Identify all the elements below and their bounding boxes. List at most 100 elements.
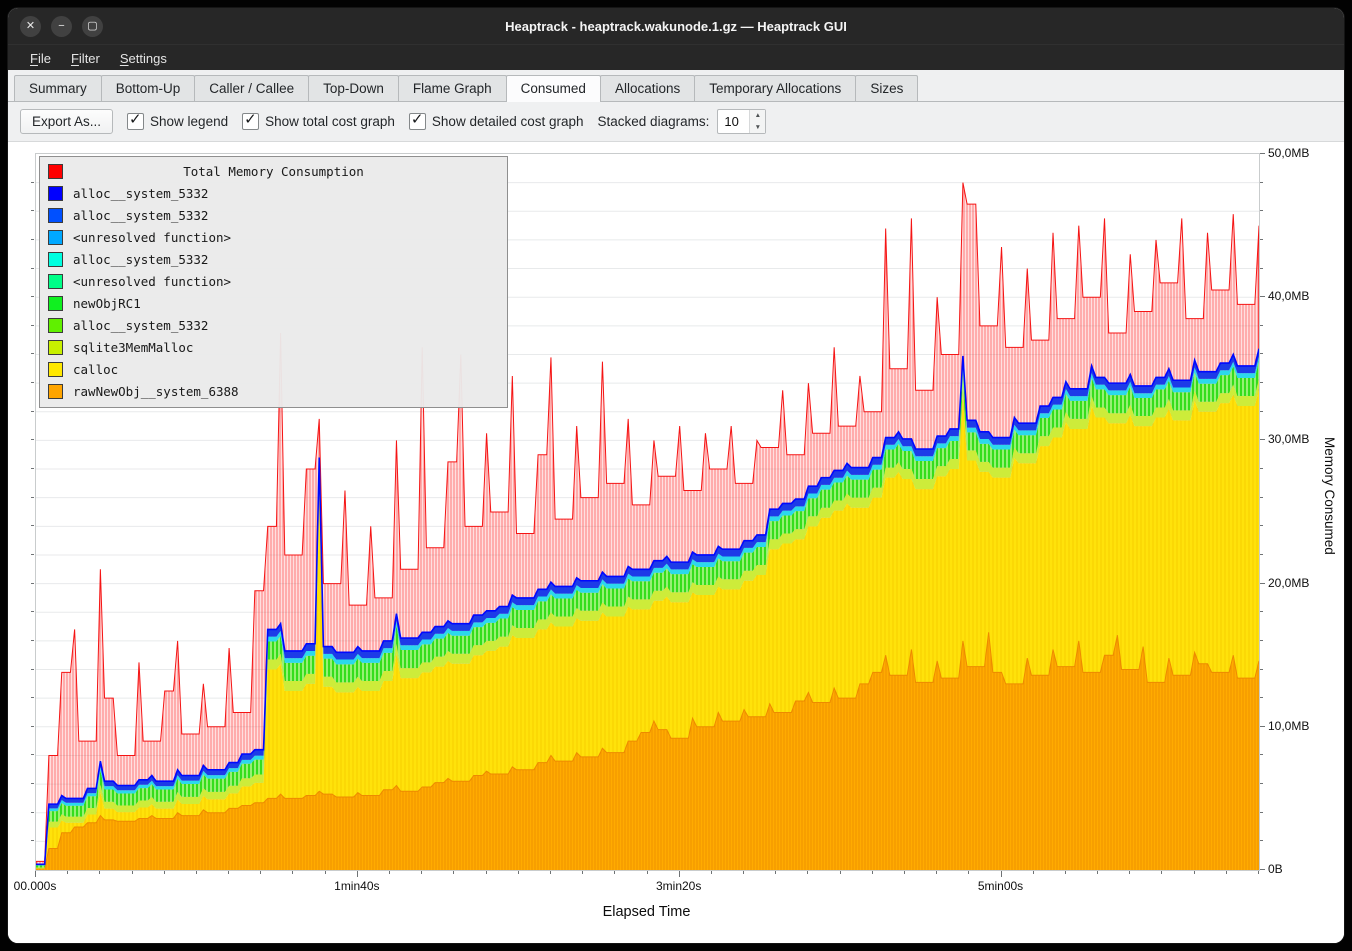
y-tick xyxy=(1260,869,1265,870)
y-minor-tick xyxy=(1260,553,1263,555)
x-tick xyxy=(228,871,230,874)
x-tick xyxy=(1097,871,1099,874)
y-minor-tick xyxy=(31,496,34,498)
maximize-button[interactable]: ▢ xyxy=(82,15,103,37)
close-button[interactable]: ✕ xyxy=(20,15,41,37)
legend-item-label: alloc__system_5332 xyxy=(73,251,209,267)
y-minor-tick xyxy=(1260,238,1263,240)
legend-item-label: sqlite3MemMalloc xyxy=(73,339,194,355)
legend-item-label: rawNewObj__system_6388 xyxy=(73,383,239,399)
check-icon: ✓ xyxy=(410,111,424,128)
y-axis-label: 10,0MB xyxy=(1268,718,1310,733)
y-minor-tick xyxy=(1260,382,1263,384)
menu-filter[interactable]: Filter xyxy=(70,50,100,66)
y-minor-tick xyxy=(31,611,34,613)
legend-item-label: calloc xyxy=(73,361,119,377)
spin-up-icon: ▲ xyxy=(754,112,762,120)
checkbox-show-total-cost-graph[interactable]: ✓ Show total cost graph xyxy=(242,111,395,130)
stack-top-outline xyxy=(36,348,1259,866)
y-minor-tick xyxy=(1260,725,1263,727)
legend-color-swatch xyxy=(48,339,63,355)
legend-item-label: alloc__system_5332 xyxy=(73,317,209,333)
y-minor-tick xyxy=(31,811,34,813)
tab-bottom-up[interactable]: Bottom-Up xyxy=(100,75,196,101)
x-tick xyxy=(646,871,648,874)
memory-consumption-chart xyxy=(36,182,1259,870)
y-axis-label: 50,0MB xyxy=(1268,146,1310,160)
y-minor-tick xyxy=(31,725,34,727)
legend-color-swatch xyxy=(48,229,63,245)
x-tick xyxy=(710,871,712,874)
y-minor-tick xyxy=(1260,611,1263,613)
tabbar: Summary Bottom-Up Caller / Callee Top-Down F… xyxy=(8,70,1344,102)
menu-file[interactable]: File xyxy=(30,50,51,66)
spin-down-button[interactable]: ▼ xyxy=(750,121,766,133)
toolbar: Export As... ✓ Show legend ✓ Show total cos… xyxy=(8,102,1344,141)
chart-panel: Total Memory Consumption alloc__system_53… xyxy=(8,141,1344,943)
legend-item: newObjRC1 xyxy=(40,292,507,314)
tab-top-down[interactable]: Top-Down xyxy=(308,75,399,101)
x-tick xyxy=(903,871,905,874)
export-as-button[interactable]: Export As... xyxy=(20,109,114,134)
legend-item: calloc xyxy=(40,358,507,380)
tab-caller-callee[interactable]: Caller / Callee xyxy=(194,75,310,101)
x-tick xyxy=(1129,871,1131,874)
close-icon: ✕ xyxy=(25,19,36,32)
x-tick xyxy=(678,871,680,877)
tab-flame-graph[interactable]: Flame Graph xyxy=(397,75,507,101)
y-axis-label: 40,0MB xyxy=(1268,289,1310,304)
y-minor-tick xyxy=(31,553,34,555)
y-minor-tick xyxy=(31,697,34,699)
y-minor-tick xyxy=(31,353,34,355)
legend-color-swatch xyxy=(48,251,63,267)
y-minor-tick xyxy=(1260,181,1263,183)
checkbox-show-legend[interactable]: ✓ Show legend xyxy=(127,111,228,130)
chart-plot-area[interactable]: Total Memory Consumption alloc__system_53… xyxy=(35,153,1260,871)
minimize-button[interactable]: − xyxy=(51,15,72,37)
window-controls: ✕ − ▢ xyxy=(20,8,103,44)
tab-summary[interactable]: Summary xyxy=(14,75,102,101)
legend-item: alloc__system_5332 xyxy=(40,182,507,204)
stacked-diagrams-value: 10 xyxy=(724,114,739,129)
tab-temporary-allocations[interactable]: Temporary Allocations xyxy=(694,75,857,101)
y-minor-tick xyxy=(1260,639,1263,641)
legend-color-swatch xyxy=(48,163,63,179)
x-tick xyxy=(1000,871,1002,877)
checkbox-show-detailed-cost-graph[interactable]: ✓ Show detailed cost graph xyxy=(408,111,584,130)
x-axis-label: 1min40s xyxy=(334,879,380,893)
y-minor-tick xyxy=(31,410,34,412)
stacked-diagrams-spinbox[interactable]: 10 ▲ ▼ xyxy=(717,109,767,134)
x-tick xyxy=(871,871,873,874)
x-tick xyxy=(389,871,391,874)
y-minor-tick xyxy=(1260,754,1263,756)
legend-item-label: <unresolved function> xyxy=(73,273,232,289)
legend-item: sqlite3MemMalloc xyxy=(40,336,507,358)
y-minor-tick xyxy=(1260,410,1263,412)
tab-sizes[interactable]: Sizes xyxy=(855,75,919,101)
main-content: Summary Bottom-Up Caller / Callee Top-Down F… xyxy=(8,70,1344,943)
legend-color-swatch xyxy=(48,383,63,399)
x-tick xyxy=(549,871,551,874)
x-tick xyxy=(453,871,455,874)
legend-item: alloc__system_5332 xyxy=(40,314,507,336)
menu-settings[interactable]: Settings xyxy=(119,50,167,66)
calloc-area xyxy=(36,388,1259,869)
x-axis-label: 3min20s xyxy=(655,879,702,893)
x-tick xyxy=(292,871,294,874)
y-minor-tick xyxy=(31,582,34,584)
check-icon: ✓ xyxy=(129,111,142,128)
y-axis-title: Memory Consumed xyxy=(1322,437,1337,555)
titlebar[interactable]: ✕ − ▢ Heaptrack - heaptrack.wakunode.1.g… xyxy=(8,8,1344,44)
legend-title: Total Memory Consumption xyxy=(183,163,364,179)
x-tick xyxy=(839,871,841,874)
check-icon: ✓ xyxy=(244,111,257,128)
spin-up-button[interactable]: ▲ xyxy=(750,110,766,122)
tab-consumed[interactable]: Consumed xyxy=(505,75,601,102)
y-axis-label: 30,0MB xyxy=(1268,432,1310,447)
y-minor-tick xyxy=(1260,582,1263,584)
y-minor-tick xyxy=(1260,840,1263,842)
y-minor-tick xyxy=(1260,324,1263,326)
tab-allocations[interactable]: Allocations xyxy=(599,75,696,101)
y-minor-tick xyxy=(1260,668,1263,670)
legend-color-swatch xyxy=(48,295,63,311)
